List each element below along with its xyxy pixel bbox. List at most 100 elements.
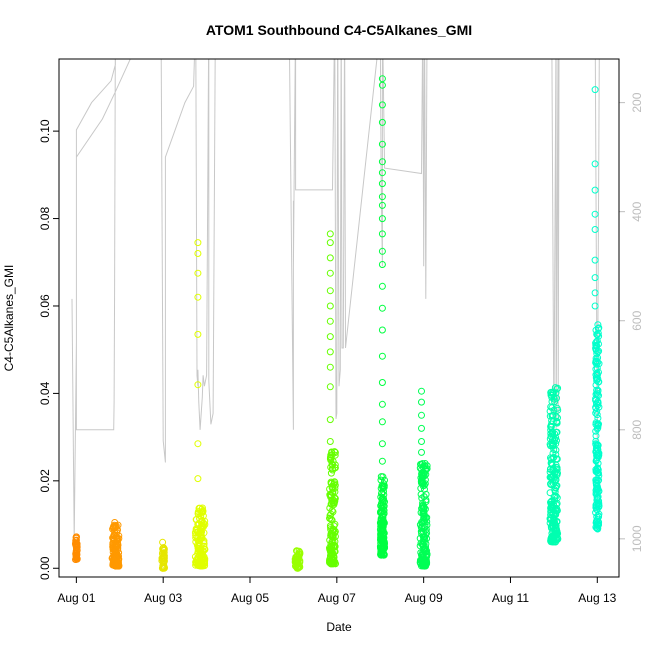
data-point <box>378 140 386 148</box>
data-point <box>593 337 601 345</box>
data-point <box>326 491 334 499</box>
points-layer <box>72 75 603 572</box>
y-tick-label: 0.00 <box>38 556 52 580</box>
data-point <box>419 502 427 510</box>
data-point <box>591 256 599 264</box>
data-point <box>378 215 386 223</box>
data-point <box>591 210 599 218</box>
data-point <box>327 454 334 462</box>
y2-tick-label: 200 <box>630 92 644 112</box>
data-point <box>594 469 602 476</box>
data-point <box>418 438 425 445</box>
data-point <box>418 473 426 480</box>
data-point <box>593 452 601 460</box>
data-point <box>593 330 601 338</box>
data-point <box>72 536 80 544</box>
data-point <box>593 342 601 350</box>
data-point <box>419 559 427 567</box>
data-point <box>418 411 425 419</box>
data-point <box>591 226 599 233</box>
data-point <box>552 538 559 546</box>
data-point <box>418 398 425 406</box>
data-point <box>331 448 338 456</box>
data-point <box>326 287 334 295</box>
data-point <box>194 381 202 389</box>
data-point <box>328 465 336 473</box>
data-point <box>592 390 600 398</box>
data-point <box>379 473 387 481</box>
data-point <box>422 498 430 506</box>
data-point <box>329 528 337 536</box>
data-point <box>553 507 561 514</box>
data-point <box>328 479 336 487</box>
y-tick-label: 0.08 <box>38 207 52 231</box>
y-tick-label: 0.04 <box>38 381 52 405</box>
data-point <box>194 269 202 277</box>
data-point <box>331 495 339 503</box>
data-point <box>378 282 386 290</box>
data-point <box>378 158 386 166</box>
data-point <box>197 525 205 533</box>
data-point <box>331 548 339 555</box>
data-point <box>593 411 601 419</box>
x-tick-label: Aug 01 <box>57 591 95 605</box>
x-tick-label: Aug 09 <box>405 591 443 605</box>
data-point <box>195 546 203 554</box>
data-point <box>326 269 334 277</box>
data-point <box>379 547 387 555</box>
data-point <box>551 398 559 406</box>
data-point <box>420 510 428 518</box>
data-point <box>595 368 602 376</box>
data-point <box>378 169 386 177</box>
data-point <box>159 558 167 566</box>
data-point <box>378 440 386 448</box>
axes-layer: Aug 01 Aug 03 Aug 05 Aug 07 Aug 09 Aug 11 Aug … <box>38 92 644 605</box>
data-point <box>194 250 202 257</box>
data-point <box>548 537 556 545</box>
data-point <box>160 549 168 557</box>
data-point <box>593 483 601 490</box>
data-point <box>329 532 337 540</box>
data-point <box>591 289 599 297</box>
data-point <box>380 480 388 488</box>
data-point <box>554 534 562 542</box>
data-point <box>423 529 431 537</box>
chart-title: ATOM1 Southbound C4-C5Alkanes_GMI <box>206 22 472 38</box>
data-point <box>593 370 601 378</box>
data-point <box>422 552 430 560</box>
data-point <box>592 409 600 417</box>
data-point <box>198 528 206 536</box>
y-tick-label: 0.06 <box>38 294 52 318</box>
data-point <box>377 536 384 544</box>
data-point <box>593 480 601 488</box>
data-point <box>591 160 599 168</box>
data-point <box>419 542 427 550</box>
y-tick-label: 0.10 <box>38 119 52 143</box>
data-point <box>595 403 603 411</box>
data-point <box>377 493 385 501</box>
data-point <box>378 326 386 334</box>
data-point <box>594 421 602 429</box>
data-point <box>592 404 600 412</box>
data-point <box>594 525 602 533</box>
data-point <box>115 558 122 566</box>
data-point <box>547 506 555 514</box>
data-point <box>200 520 208 527</box>
data-point <box>378 400 386 408</box>
data-point <box>378 101 386 109</box>
x-tick-label: Aug 07 <box>318 591 356 605</box>
data-point <box>549 442 557 450</box>
data-point <box>552 434 560 442</box>
data-point <box>378 247 386 255</box>
altitude-line <box>71 59 600 539</box>
data-point <box>417 474 425 482</box>
data-point <box>547 403 555 411</box>
data-point <box>114 541 122 549</box>
data-point <box>326 416 334 424</box>
data-point <box>194 293 202 301</box>
data-point <box>377 502 385 510</box>
data-point <box>200 540 208 548</box>
y2-tick-label: 800 <box>630 419 644 439</box>
data-point <box>111 562 119 570</box>
